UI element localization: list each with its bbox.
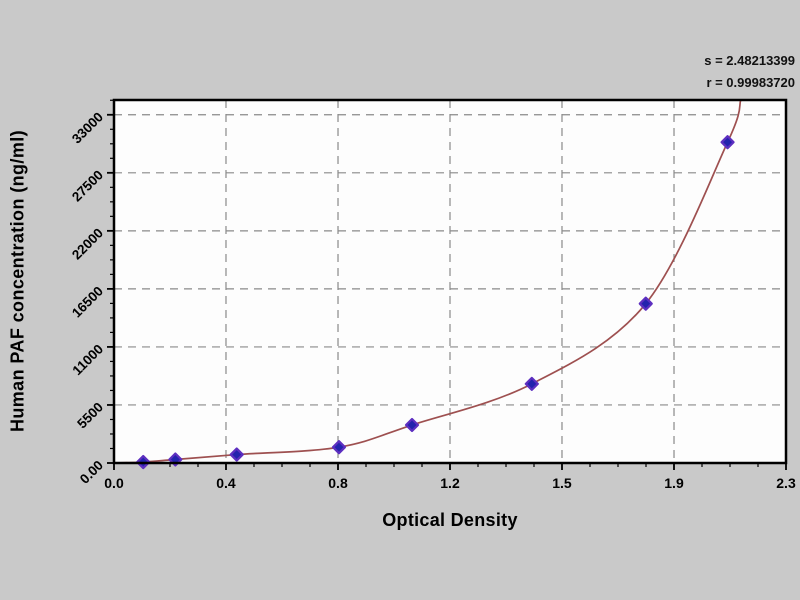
data-point xyxy=(229,447,244,462)
y-tick-label: 16500 xyxy=(69,283,106,320)
y-tick-label: 33000 xyxy=(69,109,106,146)
y-tick-label: 22000 xyxy=(69,225,106,262)
x-tick-label: 2.3 xyxy=(776,475,796,491)
data-point xyxy=(524,376,539,391)
x-tick-label: 1.9 xyxy=(664,475,684,491)
x-axis-title: Optical Density xyxy=(382,510,518,530)
data-point xyxy=(720,135,735,150)
fit-stat-r: r = 0.99983720 xyxy=(706,75,795,90)
y-tick-label: 5500 xyxy=(74,399,106,431)
x-tick-label: 0.0 xyxy=(104,475,124,491)
fit-stat-s: s = 2.48213399 xyxy=(704,53,795,68)
x-tick-label: 1.2 xyxy=(440,475,460,491)
data-point xyxy=(404,417,420,433)
y-tick-label: 0.00 xyxy=(77,458,106,487)
data-point xyxy=(331,440,347,455)
x-tick-label: 0.8 xyxy=(328,475,348,491)
x-tick-label: 1.5 xyxy=(552,475,572,491)
y-tick-label: 27500 xyxy=(69,167,106,204)
y-axis-title: Human PAF concentration (ng/ml) xyxy=(7,129,28,433)
y-tick-label: 11000 xyxy=(69,341,106,378)
x-tick-label: 0.4 xyxy=(216,475,236,491)
plot-frame xyxy=(112,98,788,465)
data-point xyxy=(638,296,653,311)
fit-statistics: s = 2.48213399 r = 0.99983720 xyxy=(704,50,795,94)
